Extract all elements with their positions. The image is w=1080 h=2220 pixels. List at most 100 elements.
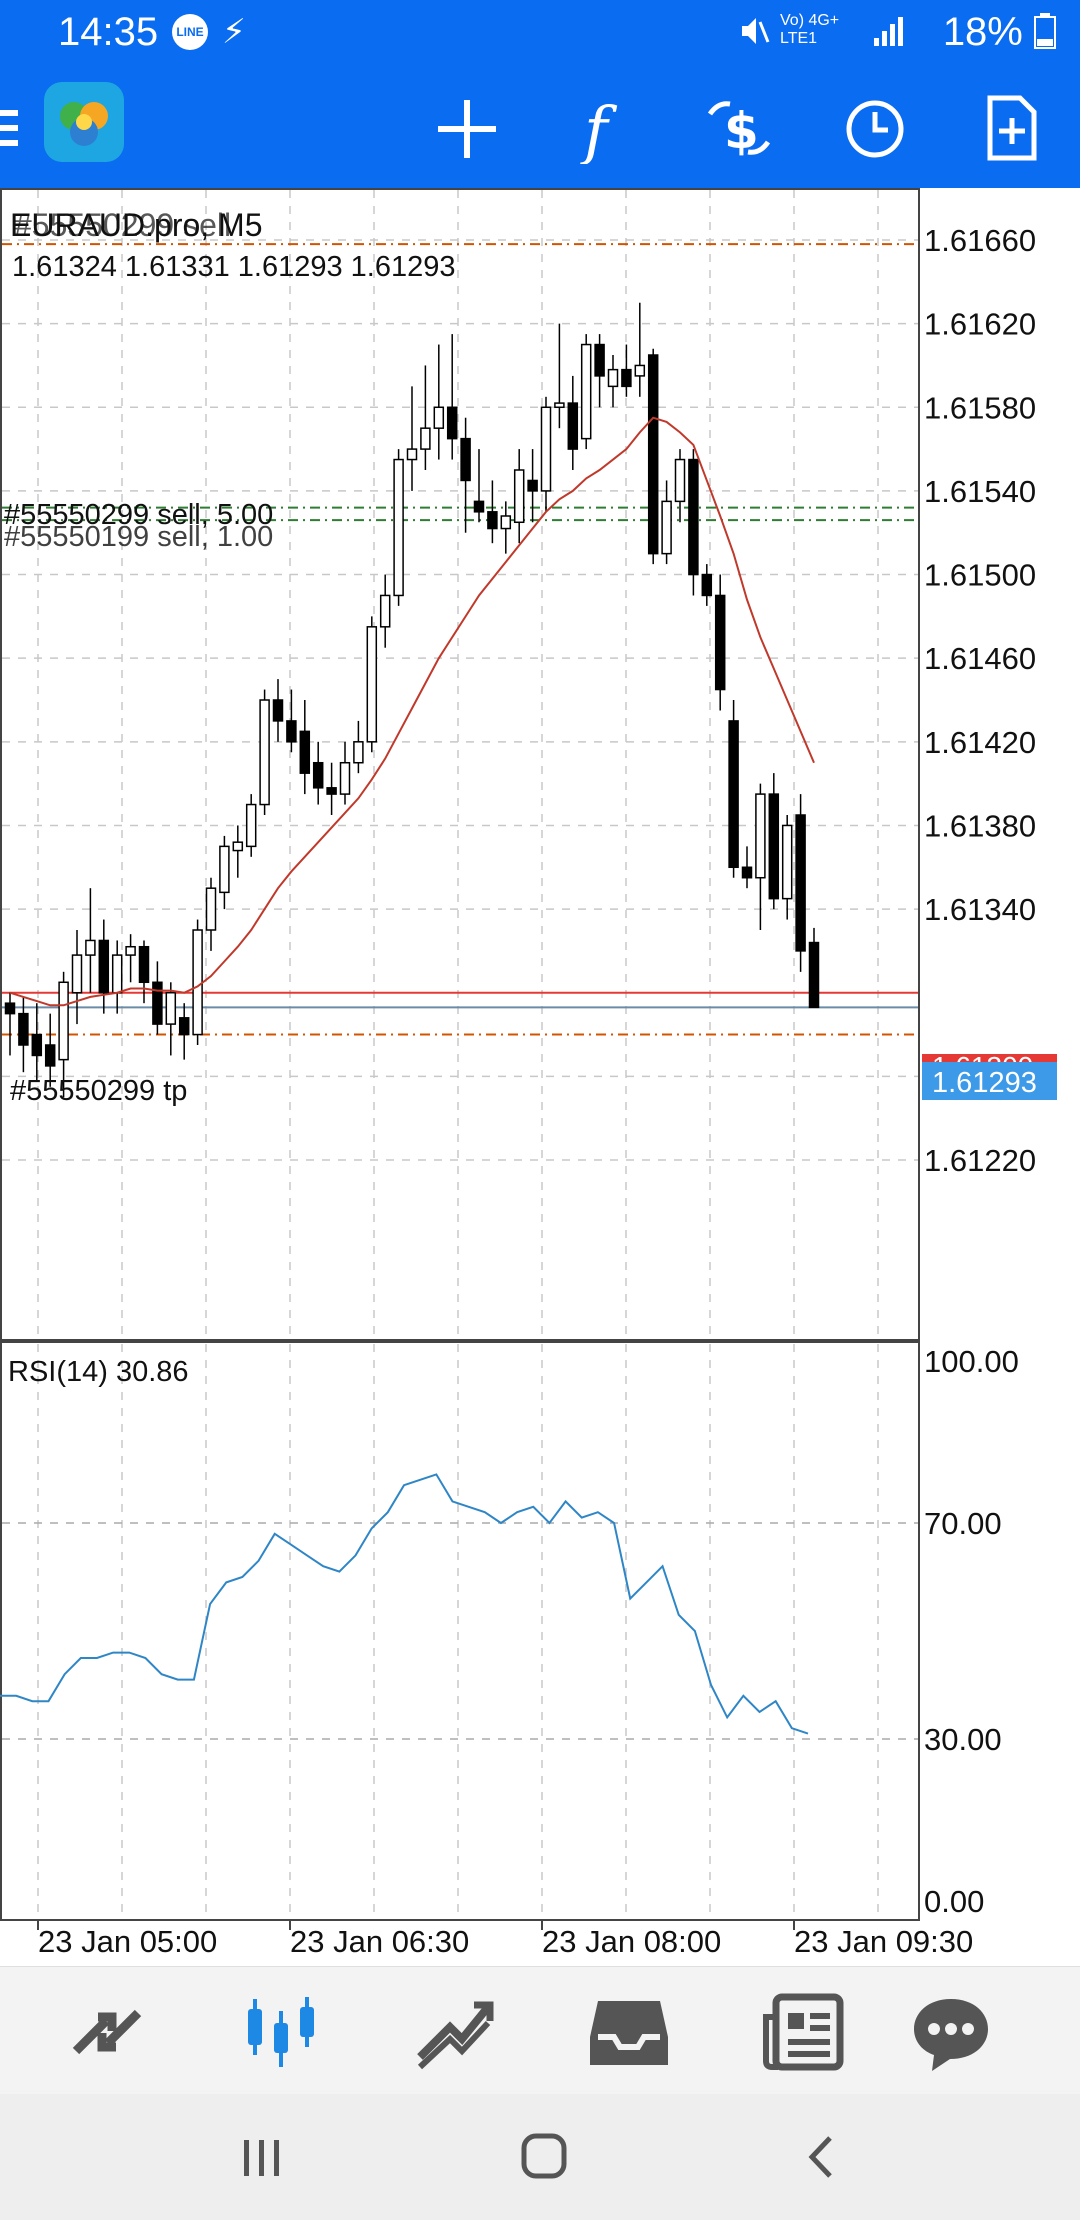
candle-body — [232, 841, 244, 852]
rsi-label: RSI(14) 30.86 — [8, 1356, 189, 1388]
candle-body — [178, 1017, 190, 1036]
candle-body — [111, 954, 123, 994]
candle-body — [446, 406, 458, 440]
tp-label: #55550299 tp — [10, 1075, 187, 1107]
candle-body — [487, 511, 498, 530]
crosshair-icon[interactable] — [432, 94, 502, 164]
candle-body — [420, 427, 431, 450]
news-icon[interactable] — [758, 1987, 848, 2077]
battery-icon — [1034, 13, 1056, 49]
price-tick-label: 1.61500 — [924, 558, 1036, 593]
rsi-tick-label: 100.00 — [924, 1344, 1019, 1379]
candle-body — [98, 939, 110, 994]
network-label-top: Vo) 4G+ — [780, 12, 840, 29]
home-icon[interactable] — [514, 2132, 574, 2182]
time-tick-label: 23 Jan 09:30 — [794, 1924, 973, 1959]
candle-body — [18, 1012, 29, 1046]
chart-area[interactable]: 1.61660 1.61620 1.61580 1.61540 1.61500 1.614… — [0, 188, 1080, 1966]
candle-body — [165, 991, 177, 1025]
line-icon: LINE — [172, 14, 208, 50]
lightning-icon: ⚡ — [222, 13, 246, 51]
candle-body — [366, 626, 378, 743]
candle-body — [326, 787, 337, 795]
recents-icon[interactable] — [232, 2132, 292, 2182]
candle-body — [527, 479, 538, 492]
metatrader-logo-icon[interactable] — [44, 82, 124, 162]
new-order-icon[interactable] — [976, 94, 1046, 164]
candle-body — [567, 402, 579, 450]
indicators-icon[interactable]: f — [568, 94, 638, 164]
candle-body — [85, 939, 96, 956]
candle-body — [647, 354, 659, 555]
candle-body — [634, 364, 646, 377]
trade-icon[interactable] — [410, 1987, 500, 2077]
candle-body — [125, 945, 136, 956]
candle-body — [4, 1002, 16, 1015]
candle-body — [714, 594, 726, 691]
candle-body — [728, 720, 739, 869]
toolbar: f $ — [0, 68, 1080, 188]
timeframe-clock-icon[interactable] — [840, 94, 910, 164]
bottom-navigation — [0, 1966, 1080, 2095]
rsi-tick-label: 30.00 — [924, 1722, 1002, 1757]
battery-status: 18% — [943, 10, 1056, 55]
price-axis: 1.61660 1.61620 1.61580 1.61540 1.61500 1.614… — [924, 223, 1036, 1178]
current-price-tag — [922, 1062, 1057, 1100]
candle-body — [607, 368, 619, 388]
status-bar: 14:35 LINE ⚡ Vo) 4G+ LTE1 18% — [0, 0, 1080, 68]
price-tick-label: 1.61580 — [924, 390, 1036, 425]
symbol-label: EURAUD.pro, M5 — [10, 207, 263, 243]
battery-percent: 18% — [942, 10, 1023, 54]
candle-body — [674, 458, 686, 503]
mute-icon — [742, 18, 770, 44]
candle-body — [245, 803, 257, 848]
candle-body — [781, 824, 793, 900]
main-chart-frame — [0, 188, 920, 1341]
chart-canvas[interactable]: 1.61660 1.61620 1.61580 1.61540 1.61500 1.614… — [0, 188, 1080, 1966]
candle-body — [795, 814, 806, 952]
candle-body — [58, 981, 69, 1061]
candle-body — [31, 1033, 43, 1057]
candle-body — [353, 741, 364, 764]
rsi-line — [0, 1473, 809, 1735]
order-label-2: #55550199 sell, 1.00 — [4, 521, 273, 553]
candle-body — [701, 573, 713, 597]
candle-body — [138, 945, 150, 984]
rsi-axis: 100.00 70.00 30.00 0.00 — [924, 1344, 1019, 1919]
rsi-chart-frame — [0, 1341, 920, 1921]
candle-body — [219, 845, 230, 894]
symbol-dollar-icon[interactable]: $ — [704, 94, 774, 164]
signal-icon — [874, 17, 903, 46]
candle-body — [379, 594, 391, 628]
moving-average-line — [9, 416, 815, 1007]
price-tick-label: 1.61220 — [924, 1143, 1036, 1178]
candle-body — [460, 437, 471, 482]
candle-body — [594, 343, 605, 377]
messages-icon[interactable] — [906, 1987, 996, 2077]
candle-body — [406, 448, 418, 461]
candle-body — [768, 793, 780, 900]
rsi-tick-label: 0.00 — [924, 1884, 984, 1919]
candle-body — [433, 406, 445, 429]
quotes-icon[interactable] — [62, 1987, 152, 2077]
back-icon[interactable] — [794, 2132, 854, 2182]
candle-body — [755, 793, 766, 879]
price-lines — [2, 243, 918, 1036]
candle-body — [152, 981, 163, 1025]
time-axis: 23 Jan 05:00 23 Jan 06:30 23 Jan 08:00 23 J… — [37, 1920, 973, 1959]
system-navigation — [0, 2094, 1080, 2220]
candle-body — [71, 954, 83, 994]
price-tick-label: 1.61660 — [924, 223, 1036, 258]
rsi-tick-label: 70.00 — [924, 1506, 1002, 1541]
time-tick-label: 23 Jan 05:00 — [38, 1924, 217, 1959]
price-tick-label: 1.61460 — [924, 641, 1036, 676]
svg-text:f: f — [580, 94, 618, 164]
history-icon[interactable] — [584, 1987, 674, 2077]
price-tick-label: 1.61540 — [924, 474, 1036, 509]
time-tick-label: 23 Jan 08:00 — [542, 1924, 721, 1959]
candle-body — [500, 515, 512, 530]
candle-body — [688, 458, 699, 576]
menu-icon[interactable] — [0, 104, 30, 154]
chart-icon[interactable] — [236, 1987, 326, 2077]
price-tick-label: 1.61420 — [924, 725, 1036, 760]
